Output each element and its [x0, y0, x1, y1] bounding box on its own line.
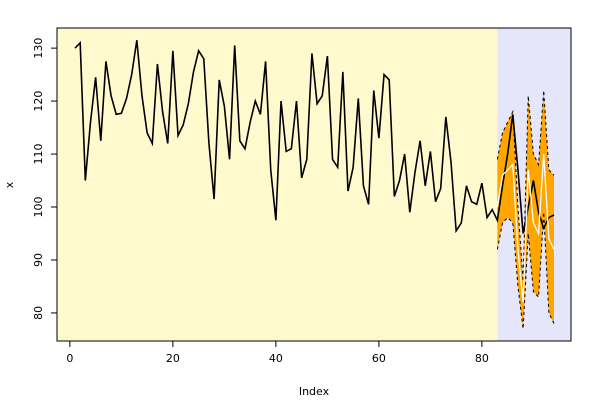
x-tick-label: 0	[66, 352, 73, 365]
y-tick-label: 90	[32, 253, 45, 267]
forecast-mean	[496, 154, 555, 303]
y-tick-label: 100	[32, 197, 45, 218]
data-line	[74, 40, 555, 234]
upper-bound	[496, 90, 555, 282]
y-tick-label: 130	[32, 38, 45, 59]
x-tick-label: 20	[166, 352, 180, 365]
y-tick-label: 80	[32, 306, 45, 320]
y-tick-label: 110	[32, 144, 45, 165]
y-tick-label: 120	[32, 91, 45, 112]
x-tick-label: 60	[372, 352, 386, 365]
x-tick-label: 80	[475, 352, 489, 365]
x-axis-label: Index	[299, 385, 330, 398]
plot-frame	[56, 27, 572, 342]
y-axis-label: x	[3, 181, 16, 188]
x-tick-label: 40	[269, 352, 283, 365]
